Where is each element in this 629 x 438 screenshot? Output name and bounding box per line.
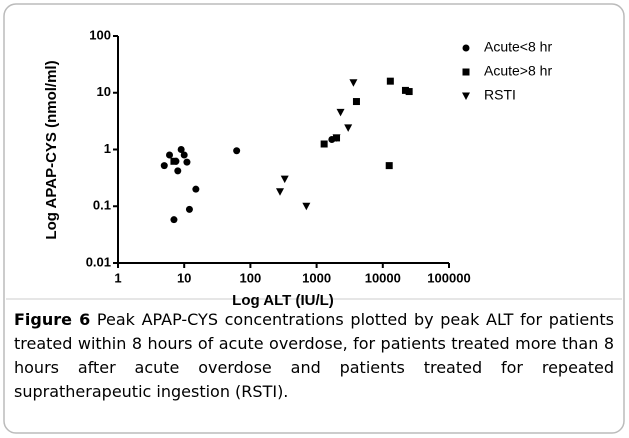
point bbox=[320, 140, 328, 148]
y-tick-label: 10 bbox=[97, 84, 111, 99]
y-tick-label: 0.1 bbox=[93, 198, 111, 213]
point bbox=[185, 205, 193, 213]
y-axis-title: Log APAP-CYS (nmol/ml) bbox=[43, 60, 60, 239]
point bbox=[276, 188, 285, 196]
point bbox=[386, 77, 394, 85]
point bbox=[302, 202, 311, 211]
y-tick-label: 0.01 bbox=[86, 254, 111, 269]
x-tick-label: 10 bbox=[177, 270, 191, 285]
point bbox=[170, 216, 178, 224]
point bbox=[180, 151, 188, 159]
legend-label: RSTI bbox=[484, 87, 516, 103]
legend-marker bbox=[462, 68, 470, 76]
legend-marker bbox=[462, 44, 470, 52]
point bbox=[177, 146, 185, 153]
x-tick-label: 1 bbox=[114, 270, 121, 285]
point bbox=[166, 151, 174, 159]
caption-text: Peak APAP-CYS concentrations plotted by … bbox=[14, 310, 614, 401]
point bbox=[160, 162, 168, 170]
caption: Figure 6 Peak APAP-CYS concentrations pl… bbox=[14, 308, 614, 404]
x-axis-title: Log ALT (IU/L) bbox=[232, 292, 334, 309]
y-tick-label: 1 bbox=[104, 141, 111, 156]
legend-label: Acute<8 hr bbox=[484, 39, 552, 55]
point bbox=[174, 167, 182, 175]
point bbox=[344, 124, 353, 132]
x-tick-label: 1000 bbox=[302, 270, 331, 285]
point bbox=[183, 158, 191, 166]
x-tick-label: 100000 bbox=[427, 270, 470, 285]
point bbox=[352, 98, 360, 106]
point bbox=[349, 79, 358, 87]
y-tick-label: 100 bbox=[89, 27, 111, 42]
caption-label: Figure 6 bbox=[14, 310, 91, 329]
frame bbox=[3, 3, 625, 434]
point bbox=[405, 88, 413, 96]
point bbox=[280, 175, 289, 184]
x-tick-label: 100 bbox=[240, 270, 262, 285]
point bbox=[332, 134, 341, 142]
point bbox=[233, 147, 241, 155]
x-tick-label: 10000 bbox=[365, 270, 401, 285]
point bbox=[401, 86, 409, 94]
legend-label: Acute>8 hr bbox=[484, 63, 552, 79]
point bbox=[170, 157, 178, 165]
point bbox=[336, 108, 345, 117]
legend-marker bbox=[462, 92, 470, 100]
point bbox=[192, 185, 200, 193]
point bbox=[385, 162, 393, 170]
